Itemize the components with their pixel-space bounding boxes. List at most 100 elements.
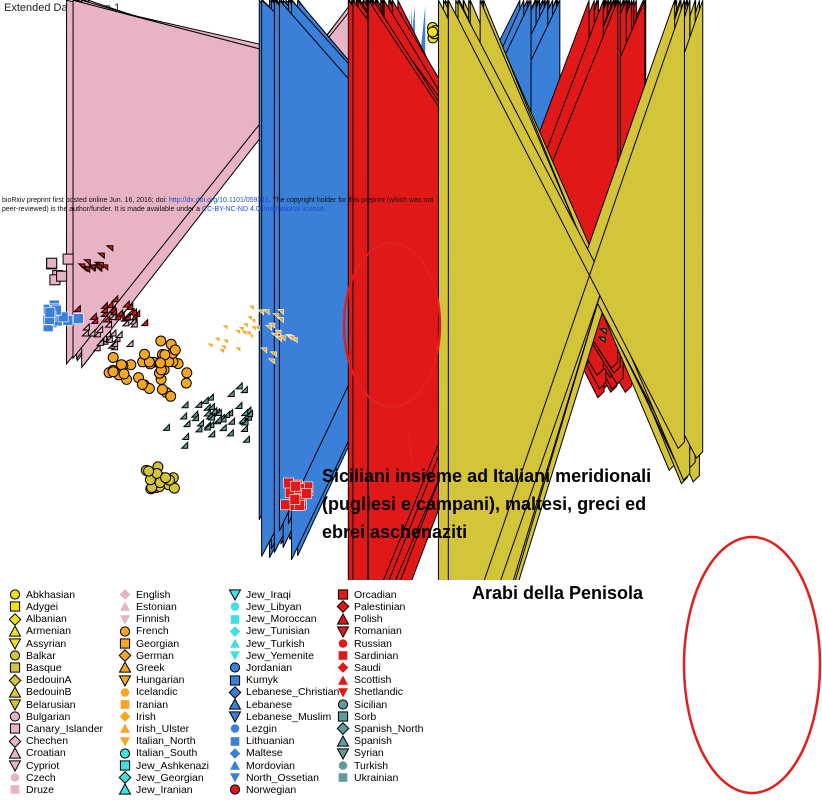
sicilian-annotation-line-2: (pugliesi e campani), maltesi, greci ed: [322, 494, 647, 514]
point-spanish: [209, 406, 218, 415]
point-croatian: [108, 328, 117, 337]
legend-item-bedouina: BedouinA: [8, 673, 72, 687]
legend-item-ukrainian: Ukrainian: [336, 771, 398, 785]
legend-label: Jew_Turkish: [246, 637, 305, 650]
point-lithuanian: [44, 307, 56, 318]
legend-label: North_Ossetian: [246, 771, 319, 784]
legend-label: Syrian: [354, 747, 384, 760]
legend-label: Croatian: [26, 747, 66, 760]
legend-item-iranian: Iranian: [118, 698, 168, 712]
point-french: [107, 352, 119, 363]
legend-marker-icon: [10, 785, 20, 795]
point-italian-north: [276, 308, 285, 315]
point-polish: [73, 304, 81, 313]
legend-marker-icon: [8, 685, 22, 698]
legend-label: Lezgin: [246, 722, 277, 735]
legend-marker-icon: [9, 711, 21, 722]
legend-item-bulgarian: Bulgarian: [8, 710, 70, 724]
legend-label: Norwegian: [246, 783, 297, 796]
point-polish: [100, 301, 108, 310]
legend-marker-icon: [336, 661, 350, 675]
point-spanish: [207, 402, 215, 411]
legend-label: English: [136, 588, 171, 601]
annotation-ellipses-layer: [342, 241, 442, 463]
point-sardinian: [301, 488, 313, 499]
point-croatian: [81, 328, 89, 337]
point-french: [118, 368, 130, 380]
point-french: [143, 356, 155, 368]
legend-label: Russian: [354, 637, 392, 650]
legend-label: Bulgarian: [26, 710, 71, 723]
point-balkar: [168, 482, 180, 494]
point-italian-north: [264, 324, 273, 331]
legend-item-bedouinb: BedouinB: [8, 685, 72, 700]
legend-label: Jordanian: [246, 661, 293, 674]
point-spanish: [218, 423, 227, 432]
point-french: [155, 335, 167, 347]
legend-marker-icon: [118, 661, 132, 674]
point-french: [116, 359, 127, 371]
legend-item-polish: Polish: [336, 612, 383, 626]
point-spanish: [245, 409, 254, 417]
legend-marker-icon: [9, 650, 21, 661]
legend-item-italian-south: Italian_South: [118, 747, 197, 761]
point-lithuanian: [73, 313, 84, 324]
legend-item-jew-ashkenazi: Jew_Ashkenazi: [118, 759, 209, 773]
legend-item-saudi: Saudi: [336, 661, 381, 675]
point-italian-north: [247, 305, 255, 312]
legend-item-english: English: [118, 588, 170, 602]
doi-link[interactable]: http://dx.doi.org/10.1101/059311: [168, 197, 269, 204]
legend-marker-icon: [336, 626, 350, 638]
point-polish: [125, 302, 134, 310]
license-link[interactable]: CC-BY-NC-ND 4.0 International license: [202, 206, 324, 213]
legend-item-lebanese-muslim: Lebanese_Muslim: [228, 710, 331, 724]
point-italian-north: [213, 336, 221, 343]
point-croatian: [110, 339, 119, 347]
legend-item-jew-iranian: Jew_Iranian: [118, 783, 193, 797]
legend-label: Iranian: [136, 698, 169, 711]
point-french: [139, 348, 150, 360]
point-spanish: [180, 440, 189, 449]
point-italian-north: [221, 338, 229, 345]
point-spanish: [206, 392, 214, 401]
point-french: [107, 366, 119, 378]
legend-label: Jew_Iranian: [136, 783, 193, 796]
legend-marker-icon: [229, 662, 241, 674]
point-croatian: [92, 343, 101, 352]
legend-label: Polish: [354, 613, 383, 626]
legend-label: Maltese: [246, 747, 283, 760]
point-canary-islander: [62, 253, 74, 265]
point-romanian: [105, 245, 114, 252]
legend-marker-icon: [338, 760, 348, 771]
legend-label: Spanish: [354, 735, 392, 748]
legend-marker-icon: [337, 699, 349, 710]
point-abkhasian: [427, 26, 439, 38]
legend-label: Kumyk: [246, 674, 279, 687]
point-lithuanian: [57, 311, 69, 323]
legend-label: Turkish: [354, 759, 389, 772]
legend-label: Orcadian: [354, 588, 397, 601]
legend-item-orcadian: Orcadian: [336, 588, 397, 602]
legend-marker-icon: [336, 734, 350, 747]
legend-marker-icon: [337, 589, 349, 600]
legend-label: BedouinA: [26, 674, 72, 687]
legend-marker-icon: [118, 588, 132, 601]
point-italian-north: [245, 315, 253, 322]
point-balkar: [143, 465, 155, 477]
arab-annotation: Arabi della Penisola: [472, 583, 644, 603]
point-italian-north: [239, 330, 247, 337]
point-polish: [115, 308, 124, 317]
point-french: [180, 377, 192, 389]
point-croatian: [87, 328, 96, 337]
point-spanish: [234, 381, 243, 390]
legend-item-french: French: [118, 625, 169, 639]
point-spanish: [207, 412, 216, 421]
point-romanian: [82, 259, 91, 266]
legend-marker-icon: [228, 698, 242, 710]
point-spanish: [179, 411, 188, 420]
point-french: [169, 344, 181, 356]
point-canary-islander: [56, 270, 68, 282]
legend-item-jew-moroccan: Jew_Moroccan: [228, 612, 317, 626]
legend-item-spanish: Spanish: [336, 734, 392, 748]
legend-item-shetlandic: Shetlandic: [336, 686, 403, 700]
